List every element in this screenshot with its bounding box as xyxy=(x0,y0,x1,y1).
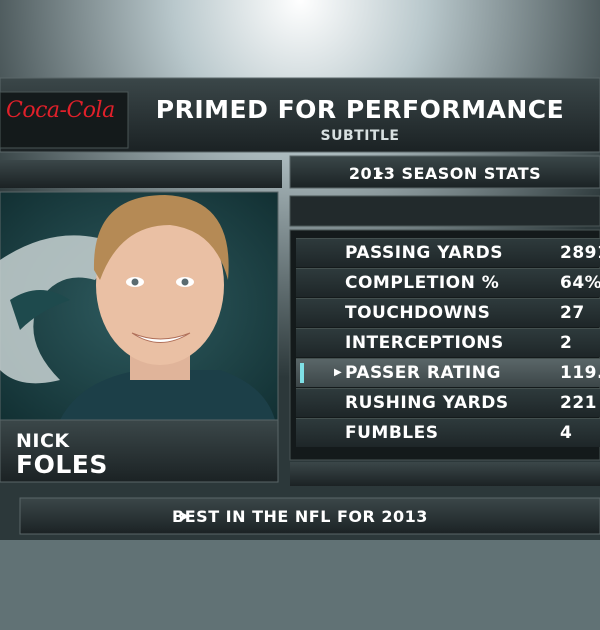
footer-text: BEST IN THE NFL FOR 2013 xyxy=(172,507,428,526)
first-name: NICK xyxy=(16,430,70,452)
stat-label: INTERCEPTIONS xyxy=(345,333,504,353)
stat-label: RUSHING YARDS xyxy=(345,393,509,413)
arrow-icon: ▶ xyxy=(334,367,342,378)
stat-label: TOUCHDOWNS xyxy=(345,303,491,323)
logo: Coca-Cola xyxy=(6,98,115,123)
stat-value: 27 xyxy=(560,303,585,323)
stat-row: TOUCHDOWNS 27 xyxy=(296,298,600,327)
arrow-icon: ▶ xyxy=(376,168,384,179)
stat-value: 2 xyxy=(560,333,573,353)
stat-value: 119.2 xyxy=(560,363,600,383)
stat-value: 4 xyxy=(560,423,573,443)
stat-value: 64% xyxy=(560,273,600,293)
stat-label: PASSING YARDS xyxy=(345,243,503,263)
stat-row: PASSING YARDS 2891 xyxy=(296,238,600,267)
stat-row: ▶PASSER RATING 119.2 xyxy=(296,358,600,387)
stat-row: INTERCEPTIONS 2 xyxy=(296,328,600,357)
stat-label: FUMBLES xyxy=(345,423,439,443)
stat-value: 221 xyxy=(560,393,597,413)
subtitle: SUBTITLE xyxy=(320,128,400,144)
stat-row: COMPLETION % 64% xyxy=(296,268,600,297)
stats-heading: 2013 SEASON STATS xyxy=(348,164,542,183)
stat-row: FUMBLES 4 xyxy=(296,418,600,447)
title: PRIMED FOR PERFORMANCE xyxy=(155,95,565,124)
arrow-icon: ▶ xyxy=(182,511,190,522)
last-name: FOLES xyxy=(16,450,108,479)
stat-row: RUSHING YARDS 221 xyxy=(296,388,600,417)
stat-label: COMPLETION % xyxy=(345,273,500,293)
stat-label: PASSER RATING xyxy=(345,363,501,383)
stat-value: 2891 xyxy=(560,243,600,263)
